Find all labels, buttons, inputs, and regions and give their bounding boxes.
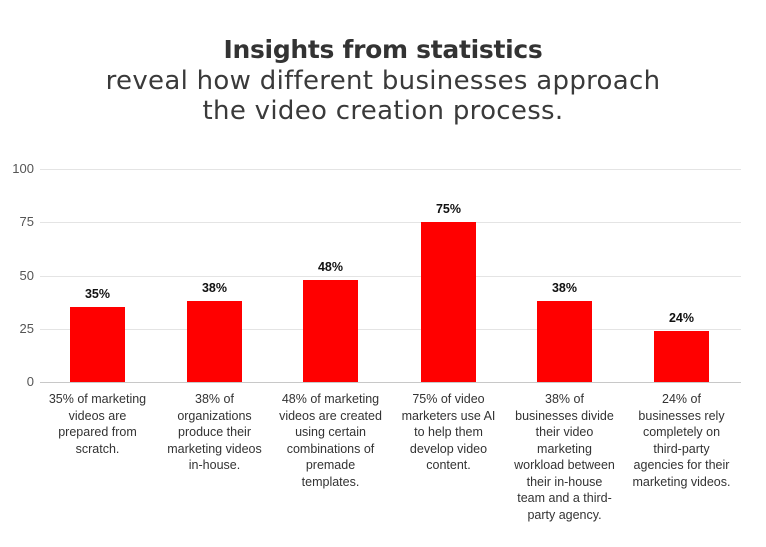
category-label-line: marketing (537, 441, 592, 456)
category-label-line: organizations (177, 408, 252, 423)
category-label-line: marketing videos (167, 441, 262, 456)
y-axis-tick-label: 25 (19, 321, 34, 336)
category-label-line: businesses divide (515, 408, 614, 423)
category-label-line: combinations of (286, 441, 375, 456)
category-label-line: workload between (514, 458, 615, 472)
category-label-line: team and a third- (517, 491, 612, 505)
category-label-line: videos are (68, 408, 127, 423)
gridline-50 (40, 276, 741, 277)
x-axis-category-label: 48% of marketing videos are created using … (272, 391, 390, 490)
bar-6 (654, 331, 709, 382)
category-label-line: marketers use AI (401, 408, 496, 423)
bar-1 (70, 307, 125, 382)
gridline-0 (40, 382, 741, 383)
bar-3 (303, 280, 358, 382)
category-label-line: develop video (409, 441, 488, 456)
y-axis-tick-label: 0 (26, 374, 34, 389)
chart-title: Insights from statistics reveal how diff… (0, 34, 766, 126)
category-label-line: prepared from (58, 425, 137, 439)
category-label-line: templates. (301, 474, 360, 489)
y-axis-tick-label: 50 (19, 268, 34, 283)
bar-value-label: 48% (317, 260, 344, 274)
category-label-line: using certain (295, 425, 366, 439)
bar-value-label: 24% (668, 311, 695, 325)
bar-value-label: 38% (201, 281, 228, 295)
category-label-line: agencies for their (633, 458, 730, 472)
category-label-line: their video (535, 425, 594, 439)
bar-value-label: 35% (84, 287, 111, 301)
category-label-line: 75% of video (412, 392, 485, 406)
category-label-line: completely on (642, 425, 721, 439)
category-label-line: in-house. (188, 458, 241, 472)
gridline-100 (40, 169, 741, 170)
category-label-line: 35% of marketing (48, 392, 147, 406)
category-label-line: 24% of (662, 392, 701, 406)
chart-subtitle-line-2: the video creation process. (202, 96, 564, 126)
category-label-line: premade (305, 458, 356, 472)
category-label-line: produce their (178, 425, 251, 439)
chart-subtitle-line-1: reveal how different businesses approach (105, 66, 661, 96)
category-label-line: 48% of marketing (281, 392, 380, 406)
bar-5 (537, 301, 592, 382)
y-axis-tick-label: 75 (19, 214, 34, 229)
category-label-line: videos are created (279, 408, 382, 423)
category-label-line: party agency. (527, 507, 602, 522)
x-axis-category-label: 24% of businesses rely completely on third-… (623, 391, 741, 490)
category-label-line: third-party (653, 441, 710, 456)
category-label-line: marketing videos. (632, 474, 731, 489)
category-label-line: to help them (414, 425, 483, 439)
bar-2 (187, 301, 242, 382)
gridline-25 (40, 329, 741, 330)
category-label-line: content. (426, 458, 471, 472)
chart-title-main: Insights from statistics (223, 35, 543, 64)
x-axis-category-label: 75% of video marketers use AI to help them… (390, 391, 508, 474)
category-label-line: scratch. (75, 441, 120, 456)
x-axis-category-label: 38% of organizations produce their marketin… (156, 391, 274, 474)
bar-value-label: 75% (435, 202, 462, 216)
category-label-line: 38% of (195, 392, 234, 406)
y-axis-tick-label: 100 (12, 161, 34, 176)
category-label-line: their in-house (526, 474, 603, 489)
x-axis-category-label: 35% of marketing videos are prepared from s… (39, 391, 157, 457)
bar-4 (421, 222, 476, 382)
gridline-75 (40, 222, 741, 223)
category-label-line: businesses rely (638, 408, 725, 423)
category-label-line: 38% of (545, 392, 584, 406)
x-axis-category-label: 38% of businesses divide their video market… (506, 391, 624, 523)
bar-value-label: 38% (551, 281, 578, 295)
